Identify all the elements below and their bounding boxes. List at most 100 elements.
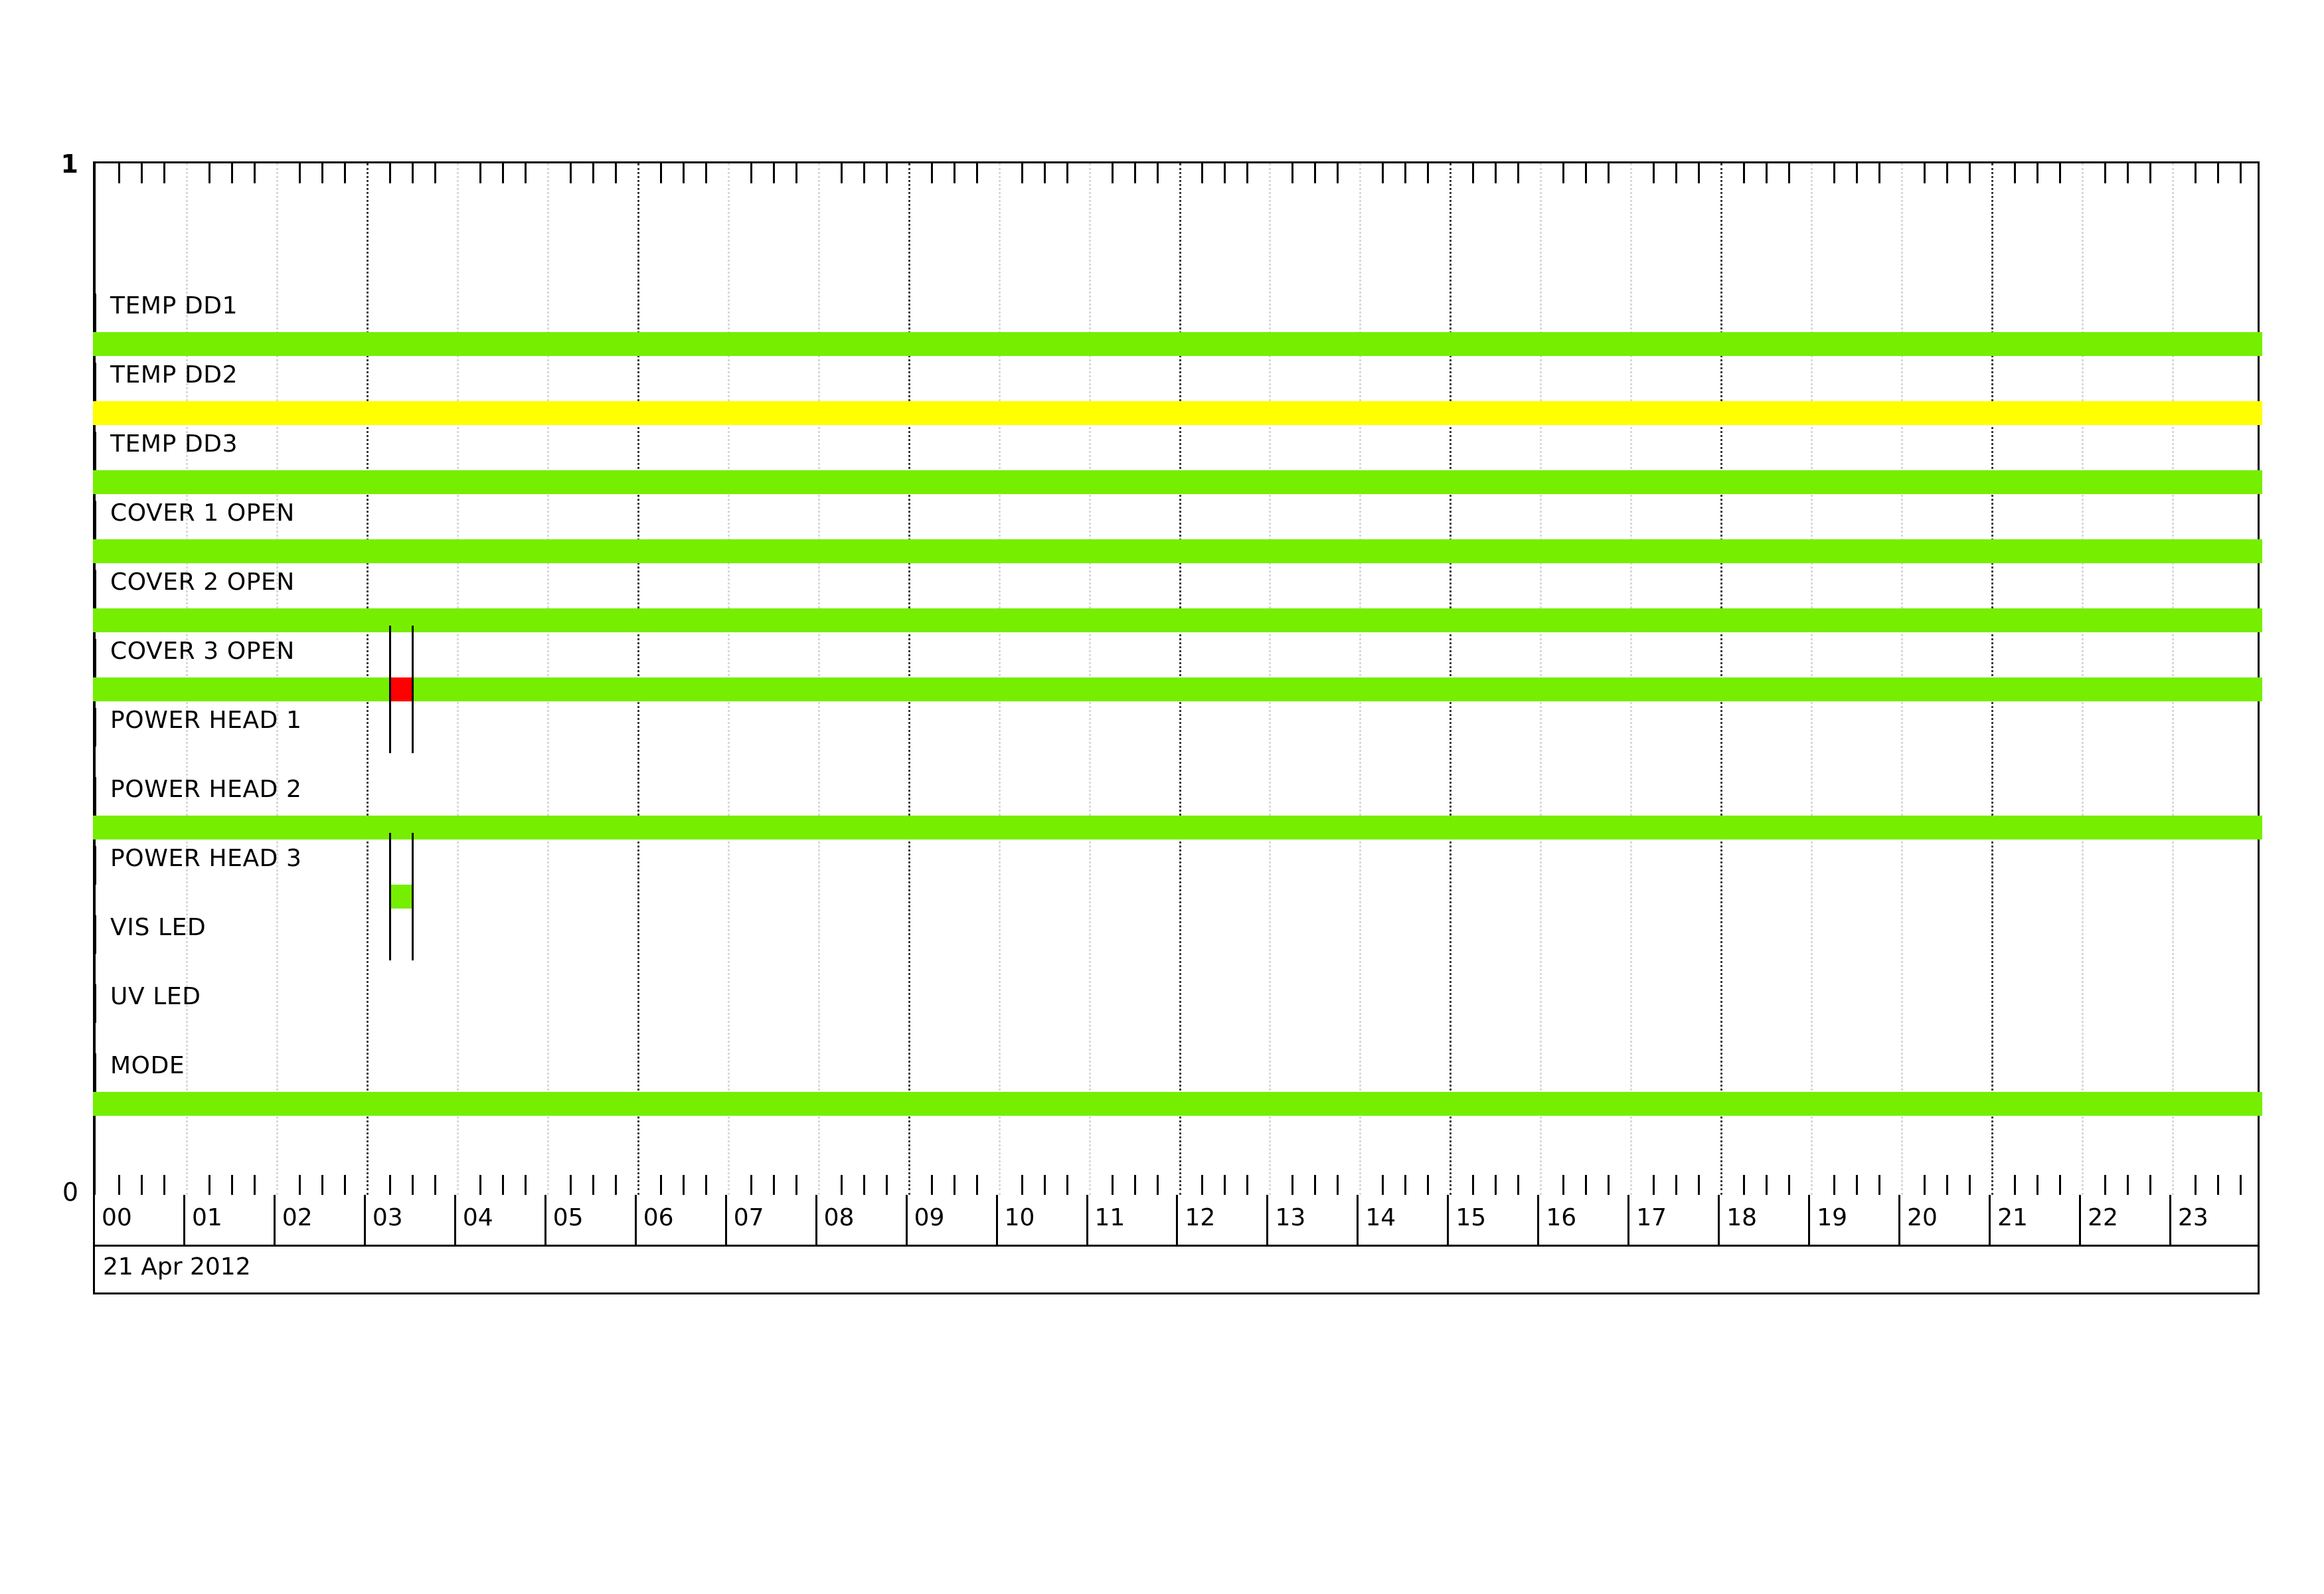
channel-row[interactable]: UV LED xyxy=(93,980,2258,1049)
hour-cell[interactable]: 14 xyxy=(1359,1195,1450,1245)
tick-mark-bottom xyxy=(1517,1175,1520,1195)
channel-row[interactable]: POWER HEAD 1 xyxy=(93,704,2258,773)
channel-row[interactable]: POWER HEAD 2 xyxy=(93,773,2262,842)
tick-mark-bottom xyxy=(750,1175,752,1195)
hour-cell[interactable]: 05 xyxy=(546,1195,637,1245)
channel-state-bar[interactable] xyxy=(93,677,2262,701)
tick-mark-bottom xyxy=(2036,1175,2039,1195)
hour-cell[interactable]: 02 xyxy=(276,1195,366,1245)
hour-cell[interactable]: 11 xyxy=(1088,1195,1179,1245)
channel-state-bar[interactable] xyxy=(93,332,2262,356)
channel-state-bar[interactable] xyxy=(93,608,2262,632)
channel-row-tick xyxy=(93,501,96,539)
tick-mark-bottom xyxy=(885,1175,888,1195)
tick-mark-bottom xyxy=(2127,1175,2129,1195)
hour-cell[interactable]: 10 xyxy=(998,1195,1088,1245)
tick-mark-top xyxy=(1382,163,1384,183)
tick-mark-bottom xyxy=(659,1175,662,1195)
hour-cell[interactable]: 07 xyxy=(727,1195,817,1245)
tick-mark-top xyxy=(2240,163,2242,183)
hour-cell[interactable]: 18 xyxy=(1720,1195,1811,1245)
channel-label: POWER HEAD 3 xyxy=(110,845,302,872)
channel-row[interactable]: TEMP DD3 xyxy=(93,428,2262,497)
hour-cell[interactable]: 23 xyxy=(2171,1195,2262,1245)
event-marker[interactable] xyxy=(388,677,412,701)
hour-cell[interactable]: 19 xyxy=(1810,1195,1901,1245)
hour-label: 00 xyxy=(102,1204,132,1231)
hour-cell[interactable]: 15 xyxy=(1449,1195,1540,1245)
tick-mark-bottom xyxy=(208,1175,210,1195)
hour-cell[interactable]: 21 xyxy=(1991,1195,2082,1245)
channel-state-bar[interactable] xyxy=(93,1092,2262,1116)
tick-mark-bottom xyxy=(230,1175,233,1195)
tick-mark-top xyxy=(1495,163,1497,183)
channel-row[interactable]: COVER 3 OPEN xyxy=(93,635,2262,704)
tick-mark-bottom xyxy=(1743,1175,1746,1195)
tick-mark-top xyxy=(1021,163,1023,183)
tick-mark-bottom xyxy=(863,1175,865,1195)
channel-row[interactable]: TEMP DD2 xyxy=(93,359,2262,428)
tick-mark-bottom xyxy=(1111,1175,1114,1195)
tick-mark-top xyxy=(1969,163,1971,183)
tick-mark-bottom xyxy=(614,1175,617,1195)
hour-cell[interactable]: 22 xyxy=(2081,1195,2172,1245)
tick-mark-top xyxy=(1788,163,1791,183)
hour-cell[interactable]: 13 xyxy=(1268,1195,1359,1245)
hour-cell[interactable]: 09 xyxy=(908,1195,998,1245)
tick-mark-top xyxy=(1156,163,1159,183)
hour-cell[interactable]: 20 xyxy=(1900,1195,1991,1245)
tick-mark-top xyxy=(1856,163,1859,183)
channel-state-bar[interactable] xyxy=(93,816,2262,840)
tick-mark-bottom xyxy=(163,1175,165,1195)
tick-mark-bottom xyxy=(569,1175,572,1195)
channel-row-tick xyxy=(93,708,96,747)
tick-mark-bottom xyxy=(1878,1175,1881,1195)
tick-mark-bottom xyxy=(2059,1175,2062,1195)
tick-mark-bottom xyxy=(524,1175,527,1195)
event-marker[interactable] xyxy=(388,885,412,909)
tick-mark-top xyxy=(230,163,233,183)
hour-cell[interactable]: 12 xyxy=(1179,1195,1269,1245)
hour-cell[interactable]: 17 xyxy=(1629,1195,1720,1245)
tick-mark-top xyxy=(479,163,481,183)
channel-row[interactable]: COVER 1 OPEN xyxy=(93,497,2262,566)
tick-mark-bottom xyxy=(411,1175,414,1195)
tick-mark-bottom xyxy=(1766,1175,1768,1195)
hour-cell[interactable]: 08 xyxy=(817,1195,908,1245)
hour-cell[interactable]: 03 xyxy=(366,1195,456,1245)
channel-row-tick xyxy=(93,570,96,608)
channel-label: UV LED xyxy=(110,983,201,1010)
tick-mark-bottom xyxy=(953,1175,955,1195)
hour-cell[interactable]: 06 xyxy=(637,1195,727,1245)
channel-row[interactable]: COVER 2 OPEN xyxy=(93,566,2262,635)
channel-row[interactable]: MODE xyxy=(93,1049,2262,1118)
tick-mark-bottom xyxy=(1224,1175,1226,1195)
tick-mark-top xyxy=(705,163,707,183)
channel-state-bar[interactable] xyxy=(93,539,2262,563)
tick-mark-top xyxy=(953,163,955,183)
hour-cell[interactable]: 00 xyxy=(95,1195,185,1245)
channel-row[interactable]: TEMP DD1 xyxy=(93,290,2262,359)
tick-mark-top xyxy=(1562,163,1565,183)
channel-state-bar[interactable] xyxy=(93,401,2262,425)
hour-label: 01 xyxy=(191,1204,222,1231)
hour-label: 05 xyxy=(552,1204,584,1231)
hour-label: 07 xyxy=(733,1204,764,1231)
tick-mark-top xyxy=(682,163,685,183)
tick-mark-bottom xyxy=(930,1175,933,1195)
tick-mark-top xyxy=(2104,163,2107,183)
tick-mark-bottom xyxy=(795,1175,797,1195)
channel-row[interactable]: POWER HEAD 3 xyxy=(93,842,2258,911)
channel-row[interactable]: VIS LED xyxy=(93,911,2258,980)
hour-cell[interactable]: 04 xyxy=(456,1195,546,1245)
channel-state-bar[interactable] xyxy=(93,470,2262,494)
channel-label: TEMP DD2 xyxy=(110,361,238,389)
channel-label: COVER 2 OPEN xyxy=(110,569,295,596)
event-callout-line xyxy=(411,833,414,960)
tick-mark-top xyxy=(2217,163,2220,183)
hour-cell[interactable]: 16 xyxy=(1539,1195,1630,1245)
hour-cell[interactable]: 01 xyxy=(185,1195,276,1245)
channel-row-tick xyxy=(93,846,96,885)
hour-label: 08 xyxy=(823,1204,855,1231)
